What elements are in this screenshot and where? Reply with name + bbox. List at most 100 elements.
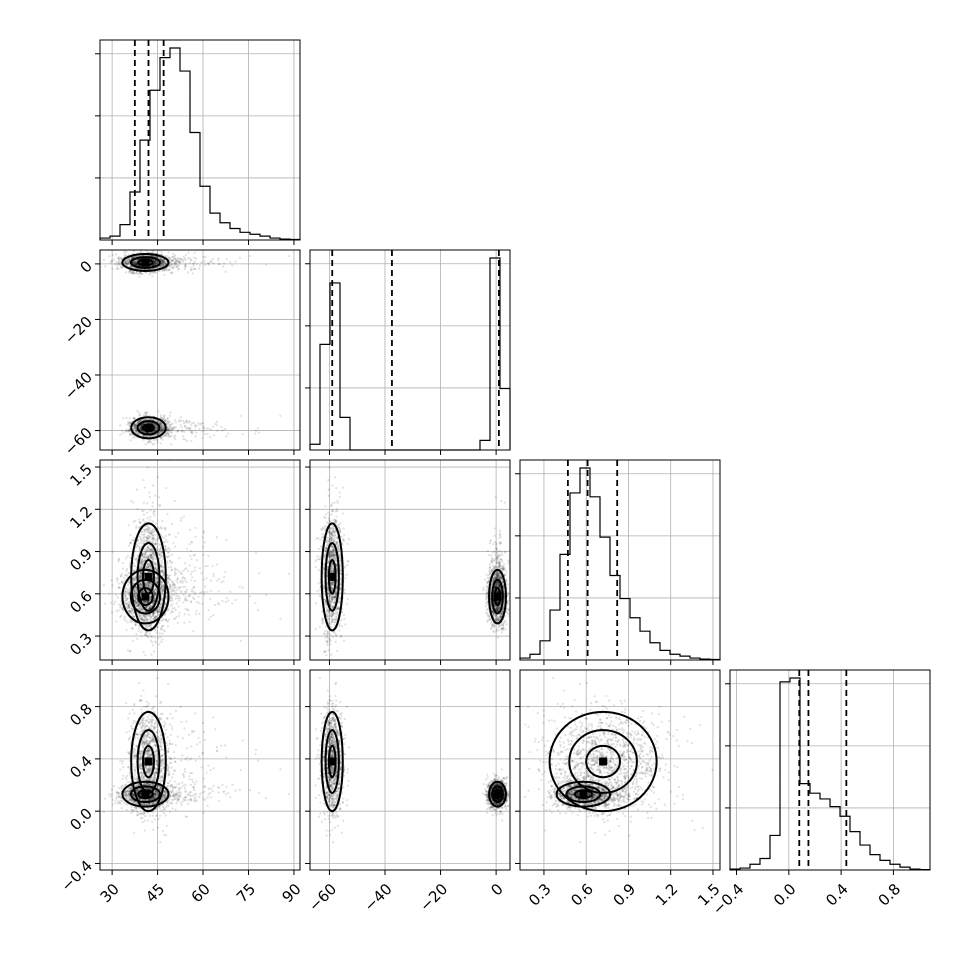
sample-point [115,267,119,271]
sample-point [165,486,168,490]
sample-point [166,435,169,438]
sample-point [139,425,142,428]
sample-point [180,517,183,520]
sample-point [190,259,193,262]
sample-point [138,603,141,606]
sample-point [146,626,149,629]
sample-point [134,595,137,599]
sample-point [161,570,165,573]
panel-0-0 [95,39,301,245]
sample-point [149,515,152,519]
sample-point [140,571,143,575]
sample-point [172,427,175,430]
sample-point [142,479,145,482]
sample-point [160,587,163,590]
sample-point [184,264,187,267]
sample-point [220,425,223,429]
sample-point [181,576,185,579]
sample-point [133,594,136,597]
sample-point [148,585,152,588]
sample-point [160,555,163,558]
sample-point [239,414,242,417]
sample-point [164,434,167,437]
sample-point [152,612,155,615]
sample-point [167,609,170,612]
sample-point [160,570,164,573]
sample-point [191,430,194,434]
sample-point [156,441,159,444]
sample-point [144,624,148,628]
sample-point [146,583,150,587]
sample-point [115,253,118,256]
sample-point [148,581,151,584]
sample-point [167,575,170,578]
sample-point [116,256,119,259]
sample-point [132,428,135,431]
sample-point [187,609,190,612]
sample-point [148,531,151,534]
sample-point [132,569,136,573]
sample-point [151,275,154,278]
sample-point [160,428,163,431]
sample-point [147,582,150,585]
sample-point [137,627,141,630]
sample-point [133,589,136,592]
sample-point [140,559,143,562]
sample-point [146,601,149,604]
sample-point [174,586,178,589]
sample-point [135,431,138,434]
sample-point [125,261,128,264]
sample-point [148,550,151,553]
sample-point [162,258,165,261]
sample-point [146,511,149,514]
sample-point [137,433,141,436]
sample-point [145,601,148,604]
sample-point [173,567,177,570]
sample-point [202,427,205,430]
sample-point [133,423,137,427]
sample-point [159,603,163,606]
sample-point [158,265,162,268]
sample-point [177,257,180,260]
sample-point [166,576,169,579]
sample-point [194,526,197,529]
sample-point [132,614,135,617]
sample-point [118,261,121,264]
sample-point [149,606,152,609]
sample-point [209,597,212,601]
sample-point [145,617,149,620]
sample-point [184,421,187,424]
sample-point [184,590,187,593]
sample-point [162,264,165,267]
ytick-label-1-0: −60 [61,424,96,459]
sample-point [159,421,162,424]
sample-point [146,624,150,627]
sample-point [140,566,144,570]
sample-point [125,607,129,610]
sample-point [139,426,142,430]
sample-point [155,438,158,441]
sample-point [125,598,128,601]
sample-point [189,431,193,434]
sample-point [173,427,176,430]
sample-point [139,614,142,617]
sample-point [231,264,234,267]
sample-point [147,600,151,603]
sample-point [154,533,157,536]
sample-point [167,577,170,580]
sample-point [147,625,150,628]
sample-point [155,590,158,593]
sample-point [128,587,131,590]
sample-point [153,271,156,274]
sample-point [165,268,168,271]
sample-point [136,539,140,542]
sample-point [149,564,152,568]
sample-point [132,590,135,593]
sample-point [154,567,157,571]
sample-point [154,260,157,263]
density-peak-1-0-1 [144,423,153,432]
sample-point [167,585,171,588]
sample-point [161,588,164,591]
sample-point [193,593,196,596]
